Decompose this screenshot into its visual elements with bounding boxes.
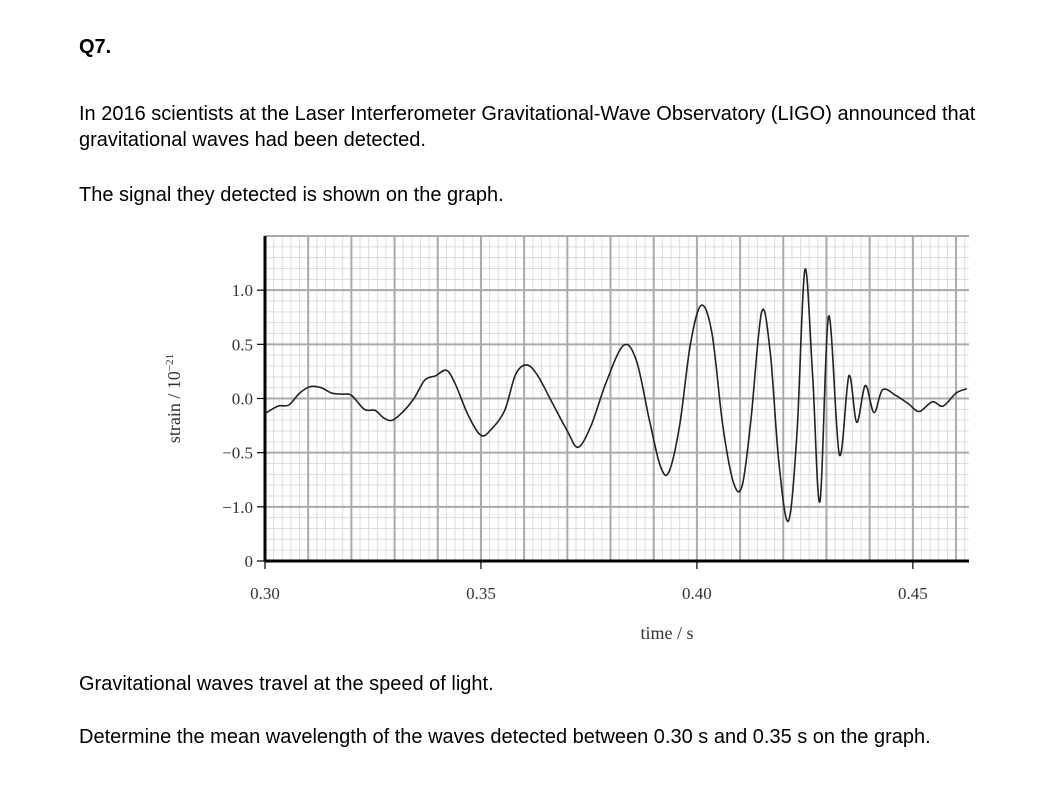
question-number: Q7. bbox=[79, 36, 112, 58]
graph-grid bbox=[264, 235, 969, 562]
y-tick-label: 1.0 bbox=[232, 281, 253, 300]
y-axis-label-exponent: −21 bbox=[164, 354, 176, 371]
y-tick-label: −0.5 bbox=[222, 444, 253, 463]
strain-time-graph: 1.0 0.5 0.0 −0.5 −1.0 0.30 0.35 0.40 0.45 0 time… bbox=[164, 235, 969, 643]
intro-paragraph: In 2016 scientists at the Laser Interfer… bbox=[79, 103, 976, 151]
task-paragraph: Determine the mean wavelength of the wav… bbox=[79, 726, 931, 748]
y-axis-label-text: strain / 10 bbox=[164, 371, 184, 443]
graph-ticks: 1.0 0.5 0.0 −0.5 −1.0 0.30 0.35 0.40 0.45 bbox=[222, 281, 928, 603]
x-tick-label: 0.45 bbox=[898, 584, 928, 603]
bottom-axis-zero-label: 0 bbox=[245, 552, 254, 571]
x-tick-label: 0.35 bbox=[466, 584, 496, 603]
x-axis-label: time / s bbox=[641, 623, 694, 643]
x-tick-label: 0.40 bbox=[682, 584, 712, 603]
y-tick-label: 0.5 bbox=[232, 335, 253, 354]
y-tick-label: −1.0 bbox=[222, 498, 253, 517]
y-axis-label: strain / 10−21 bbox=[164, 354, 184, 443]
speed-of-light-paragraph: Gravitational waves travel at the speed … bbox=[79, 673, 494, 695]
x-tick-label: 0.30 bbox=[250, 584, 280, 603]
strain-signal-line bbox=[264, 268, 968, 523]
graph-intro-paragraph: The signal they detected is shown on the… bbox=[79, 184, 504, 206]
y-tick-label: 0.0 bbox=[232, 390, 253, 409]
